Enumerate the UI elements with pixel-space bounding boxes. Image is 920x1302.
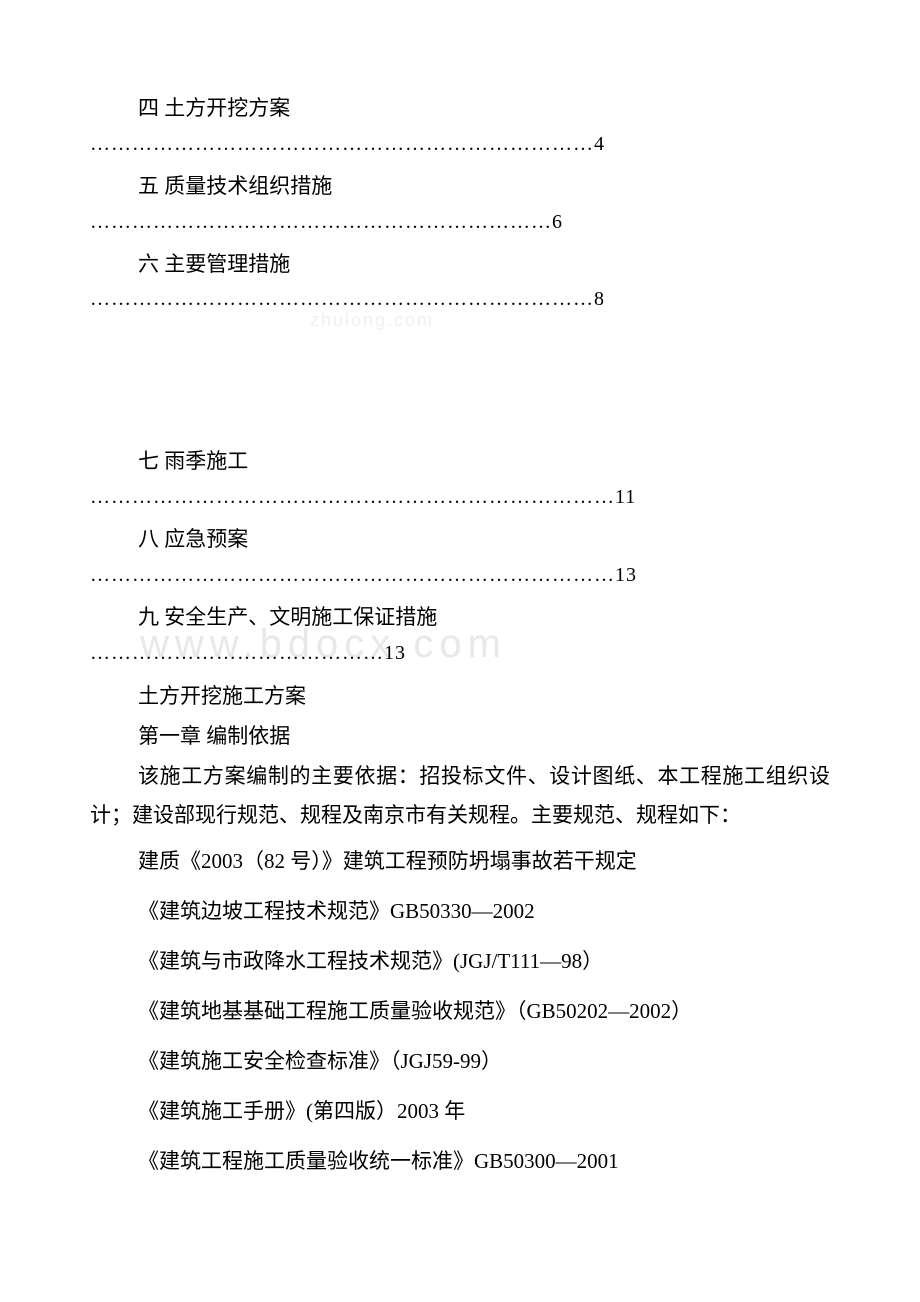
page-content: 四 土方开挖方案 ………………………………………………………………4 五 质量技…	[90, 90, 830, 1182]
reference-item: 《建筑边坡工程技术规范》GB50330—2002	[90, 892, 830, 932]
toc-dots: ……………………………………13	[90, 637, 830, 669]
toc-title: 四 土方开挖方案	[90, 90, 830, 128]
reference-item: 《建筑地基基础工程施工质量验收规范》（GB50202—2002）	[90, 992, 830, 1032]
toc-item: 六 主要管理措施 ………………………………………………………………8	[90, 246, 830, 316]
intro-paragraph: 该施工方案编制的主要依据：招投标文件、设计图纸、本工程施工组织设计；建设部现行规…	[90, 757, 830, 837]
toc-dots: …………………………………………………………………13	[90, 559, 830, 591]
toc-dots: …………………………………………………………………11	[90, 481, 830, 513]
toc-item: 七 雨季施工 …………………………………………………………………11	[90, 443, 830, 513]
reference-item: 《建筑施工手册》(第四版）2003 年	[90, 1092, 830, 1132]
toc-dots: …………………………………………………………6	[90, 206, 830, 238]
toc-item: 五 质量技术组织措施 …………………………………………………………6	[90, 168, 830, 238]
toc-item: 八 应急预案 …………………………………………………………………13	[90, 521, 830, 591]
section-gap	[90, 323, 830, 443]
toc-title: 八 应急预案	[90, 521, 830, 559]
toc-title: 七 雨季施工	[90, 443, 830, 481]
toc-item: 四 土方开挖方案 ………………………………………………………………4	[90, 90, 830, 160]
reference-item: 建质《2003（82 号）》建筑工程预防坍塌事故若干规定	[90, 842, 830, 882]
toc-item: 九 安全生产、文明施工保证措施 ……………………………………13	[90, 599, 830, 669]
section-title: 土方开挖施工方案	[90, 677, 830, 717]
toc-title: 五 质量技术组织措施	[90, 168, 830, 206]
reference-item: 《建筑工程施工质量验收统一标准》GB50300—2001	[90, 1142, 830, 1182]
toc-dots: ………………………………………………………………8	[90, 283, 830, 315]
toc-title: 六 主要管理措施	[90, 246, 830, 284]
reference-item: 《建筑施工安全检查标准》（JGJ59-99）	[90, 1042, 830, 1082]
chapter-title: 第一章 编制依据	[90, 717, 830, 757]
reference-item: 《建筑与市政降水工程技术规范》(JGJ/T111—98）	[90, 942, 830, 982]
toc-dots: ………………………………………………………………4	[90, 128, 830, 160]
toc-title: 九 安全生产、文明施工保证措施	[90, 599, 830, 637]
